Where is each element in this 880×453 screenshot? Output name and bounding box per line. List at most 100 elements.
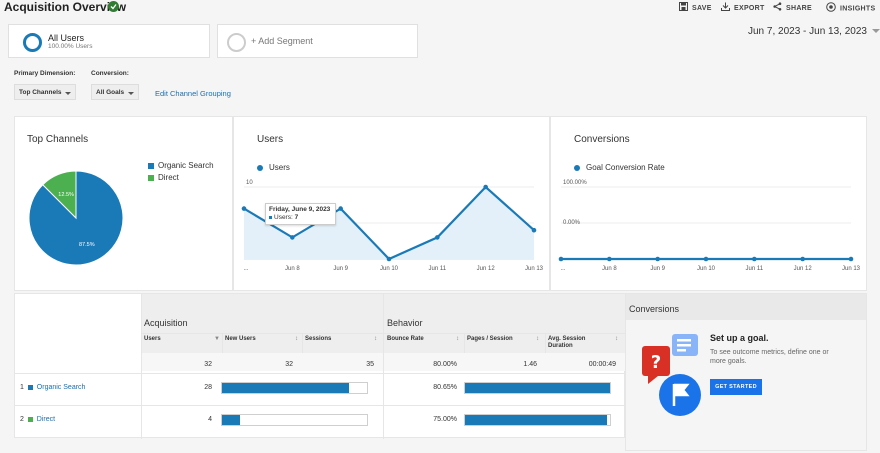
conversions-panel: Conversions Goal Conversion Rate 100.00%… bbox=[550, 116, 867, 291]
col-new-users[interactable]: New Users bbox=[225, 336, 256, 342]
insights-icon bbox=[826, 2, 836, 15]
insights-button[interactable]: INSIGHTS bbox=[826, 2, 875, 15]
col-sessions[interactable]: Sessions bbox=[305, 336, 332, 342]
data-point bbox=[800, 256, 805, 262]
edit-channel-grouping-link[interactable]: Edit Channel Grouping bbox=[155, 89, 231, 98]
sort-desc-icon[interactable]: ▼ bbox=[214, 336, 220, 342]
series-area bbox=[244, 187, 534, 259]
table-row-direct: 2 Direct bbox=[20, 416, 56, 423]
data-point bbox=[607, 256, 612, 262]
legend-organic-search[interactable]: Organic Search bbox=[148, 161, 214, 170]
chevron-down-icon bbox=[128, 92, 134, 95]
row-bounce-rate: 80.65% bbox=[433, 384, 457, 391]
channels-table: Acquisition Behavior Users ▼ New Users ↕… bbox=[14, 293, 625, 439]
tooltip-marker bbox=[269, 215, 272, 219]
chevron-down-icon bbox=[65, 92, 71, 95]
col-users[interactable]: Users bbox=[144, 336, 161, 342]
x-tick-label: Jun 8 bbox=[602, 266, 617, 272]
share-button[interactable]: SHARE bbox=[773, 2, 812, 14]
col-pages-session[interactable]: Pages / Session bbox=[467, 336, 513, 342]
verified-check-icon bbox=[108, 1, 119, 12]
data-point bbox=[558, 256, 564, 262]
row-divider bbox=[15, 405, 625, 406]
legend-swatch bbox=[148, 174, 154, 181]
pie-slice-label: 12.5% bbox=[58, 192, 74, 198]
export-button[interactable]: EXPORT bbox=[721, 2, 765, 14]
table-row-organic-search: 1 Organic Search bbox=[20, 384, 86, 391]
col-divider bbox=[464, 333, 465, 353]
sort-icon[interactable]: ↕ bbox=[374, 336, 377, 342]
primary-dimension-dropdown[interactable]: Top Channels bbox=[14, 84, 76, 100]
svg-text:?: ? bbox=[651, 352, 661, 373]
segment-all-users[interactable]: All Users 100.00% Users bbox=[8, 24, 210, 58]
add-segment-button[interactable]: + Add Segment bbox=[217, 24, 418, 58]
x-tick-label: ... bbox=[243, 266, 248, 272]
row-bounce-rate: 75.00% bbox=[433, 416, 457, 423]
new-users-bar bbox=[221, 414, 368, 426]
col-avg-session-duration[interactable]: Avg. Session Duration bbox=[548, 336, 586, 349]
total-new-users: 32 bbox=[285, 361, 293, 368]
x-tick-label: Jun 10 bbox=[697, 266, 716, 272]
col-divider bbox=[222, 333, 223, 353]
segment-ring-icon bbox=[23, 33, 42, 52]
total-sessions: 35 bbox=[366, 361, 374, 368]
row-users: 28 bbox=[204, 384, 212, 391]
new-users-bar bbox=[221, 382, 368, 394]
sort-icon[interactable]: ↕ bbox=[615, 336, 618, 342]
conversions-title: Conversions bbox=[574, 134, 630, 145]
chevron-down-icon bbox=[871, 29, 880, 34]
col-divider bbox=[302, 333, 303, 353]
data-point bbox=[655, 256, 660, 262]
data-point bbox=[703, 256, 709, 262]
bar-fill bbox=[465, 415, 608, 425]
page-title: Acquisition Overview bbox=[4, 0, 127, 14]
x-tick-label: Jun 9 bbox=[650, 266, 665, 272]
legend-direct[interactable]: Direct bbox=[148, 173, 179, 182]
group-divider bbox=[383, 294, 384, 439]
bar-fill bbox=[465, 383, 610, 393]
data-point bbox=[848, 256, 854, 262]
share-icon bbox=[773, 2, 782, 14]
export-icon bbox=[721, 2, 730, 14]
acquisition-group-header: Acquisition bbox=[144, 318, 188, 328]
add-segment-label: + Add Segment bbox=[251, 36, 313, 46]
pie-slice-label: 87.5% bbox=[79, 242, 95, 248]
users-title: Users bbox=[257, 134, 284, 145]
date-range-picker[interactable]: Jun 7, 2023 - Jun 13, 2023 bbox=[748, 26, 880, 37]
segment-subtitle: 100.00% Users bbox=[48, 43, 93, 50]
get-started-button[interactable]: GET STARTED bbox=[710, 379, 762, 395]
label-divider bbox=[141, 294, 142, 439]
x-tick-label: Jun 12 bbox=[477, 266, 496, 272]
sort-icon[interactable]: ↕ bbox=[536, 336, 539, 342]
save-button[interactable]: SAVE bbox=[679, 2, 712, 14]
sort-icon[interactable]: ↕ bbox=[295, 336, 298, 342]
conversion-label: Conversion: bbox=[91, 70, 129, 77]
users-legend[interactable]: Users bbox=[257, 163, 290, 172]
x-tick-label: Jun 8 bbox=[285, 266, 300, 272]
x-tick-label: Jun 12 bbox=[794, 266, 813, 272]
x-tick-label: Jun 9 bbox=[333, 266, 348, 272]
channel-link-organic-search[interactable]: Organic Search bbox=[36, 384, 86, 391]
conversion-dropdown[interactable]: All Goals bbox=[91, 84, 139, 100]
legend-dot bbox=[257, 164, 263, 171]
y-tick-label: 10 bbox=[246, 180, 253, 186]
chart-tooltip: Friday, June 9, 2023 Users: 7 bbox=[265, 203, 336, 225]
col-bounce-rate[interactable]: Bounce Rate bbox=[387, 336, 424, 342]
conversion-rate-legend[interactable]: Goal Conversion Rate bbox=[574, 163, 665, 172]
bar-fill bbox=[222, 383, 349, 393]
y-tick-label: 0.00% bbox=[563, 220, 581, 226]
data-point bbox=[752, 256, 757, 262]
promo-title: Set up a goal. bbox=[710, 333, 769, 343]
segment-title: All Users bbox=[48, 33, 85, 43]
data-point bbox=[483, 184, 488, 190]
y-tick-label: 100.00% bbox=[563, 180, 587, 186]
x-tick-label: Jun 10 bbox=[380, 266, 399, 272]
page-header: Acquisition Overview SAVE EXPORT SHARE I… bbox=[0, 0, 880, 14]
data-point bbox=[435, 235, 440, 240]
promo-description: To see outcome metrics, define one or mo… bbox=[710, 349, 829, 365]
sort-icon[interactable]: ↕ bbox=[456, 336, 459, 342]
x-tick-label: Jun 11 bbox=[746, 266, 764, 272]
channel-link-direct[interactable]: Direct bbox=[36, 416, 56, 423]
